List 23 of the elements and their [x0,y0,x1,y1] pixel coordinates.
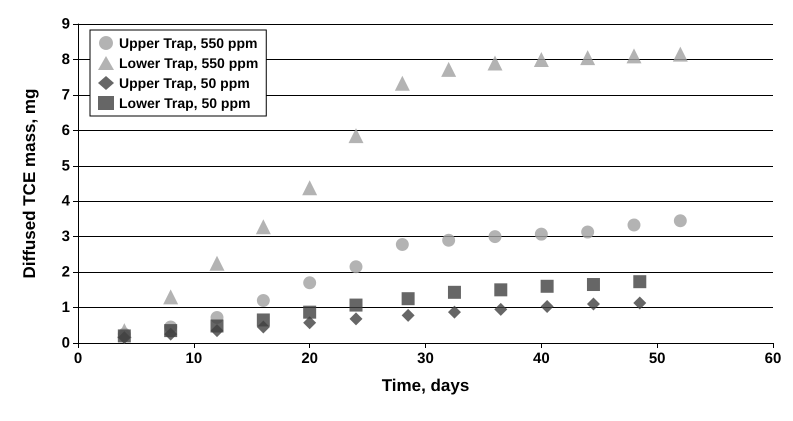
x-tick-label: 30 [417,350,434,367]
x-tick-label: 0 [74,350,82,367]
legend-label: Lower Trap, 50 ppm [119,95,250,111]
y-tick-label: 7 [62,86,70,104]
x-tick-label: 50 [648,350,666,367]
legend-label: Upper Trap, 550 ppm [119,35,258,51]
y-tick-label: 2 [62,264,70,281]
x-tick-label: 20 [301,350,318,367]
x-tick-label: 10 [185,350,202,367]
y-tick-label: 0 [62,334,70,352]
y-tick-label: 3 [62,228,70,246]
x-tick-label: 40 [532,350,550,367]
y-tick-label: 9 [62,16,70,32]
y-tick-label: 6 [62,122,70,139]
legend-label: Lower Trap, 550 ppm [119,55,258,71]
y-tick-label: 4 [62,192,71,210]
legend-label: Upper Trap, 50 ppm [119,75,250,91]
y-tick-label: 5 [62,157,70,174]
y-axis-title: Diffused TCE mass, mg [20,88,39,278]
x-axis-title: Time, days [382,376,470,395]
y-tick-label: 1 [62,299,70,316]
x-tick-label: 60 [764,350,782,367]
y-tick-label: 8 [62,50,70,68]
